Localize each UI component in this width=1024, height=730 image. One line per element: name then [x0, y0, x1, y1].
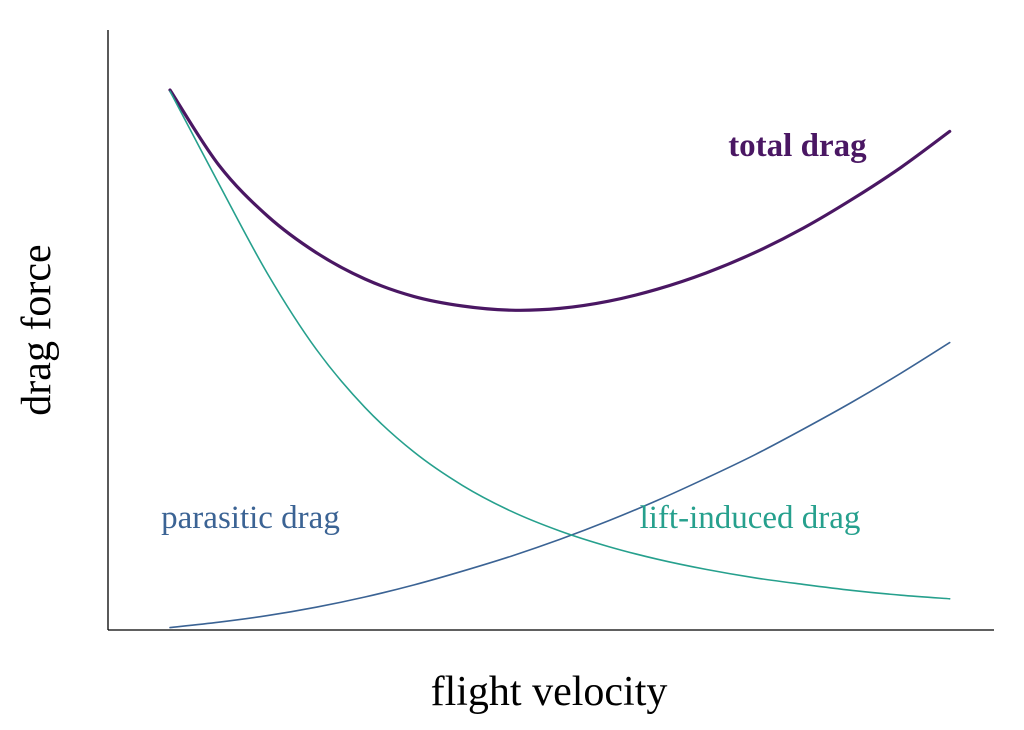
- series-line-total-drag: [168, 88, 952, 312]
- series-line-parasitic-drag: [169, 341, 951, 629]
- series-line-lift-induced-drag: [169, 90, 951, 600]
- series-label-total-drag: total drag: [728, 128, 867, 164]
- series-layer: [168, 88, 952, 629]
- series-label-parasitic-drag: parasitic drag: [161, 500, 340, 536]
- y-axis-title: drag force: [14, 244, 60, 415]
- series-label-layer: total drag parasitic drag lift-induced dra…: [161, 128, 867, 536]
- x-axis-title: flight velocity: [431, 669, 668, 715]
- series-label-lift-induced-drag: lift-induced drag: [640, 500, 861, 536]
